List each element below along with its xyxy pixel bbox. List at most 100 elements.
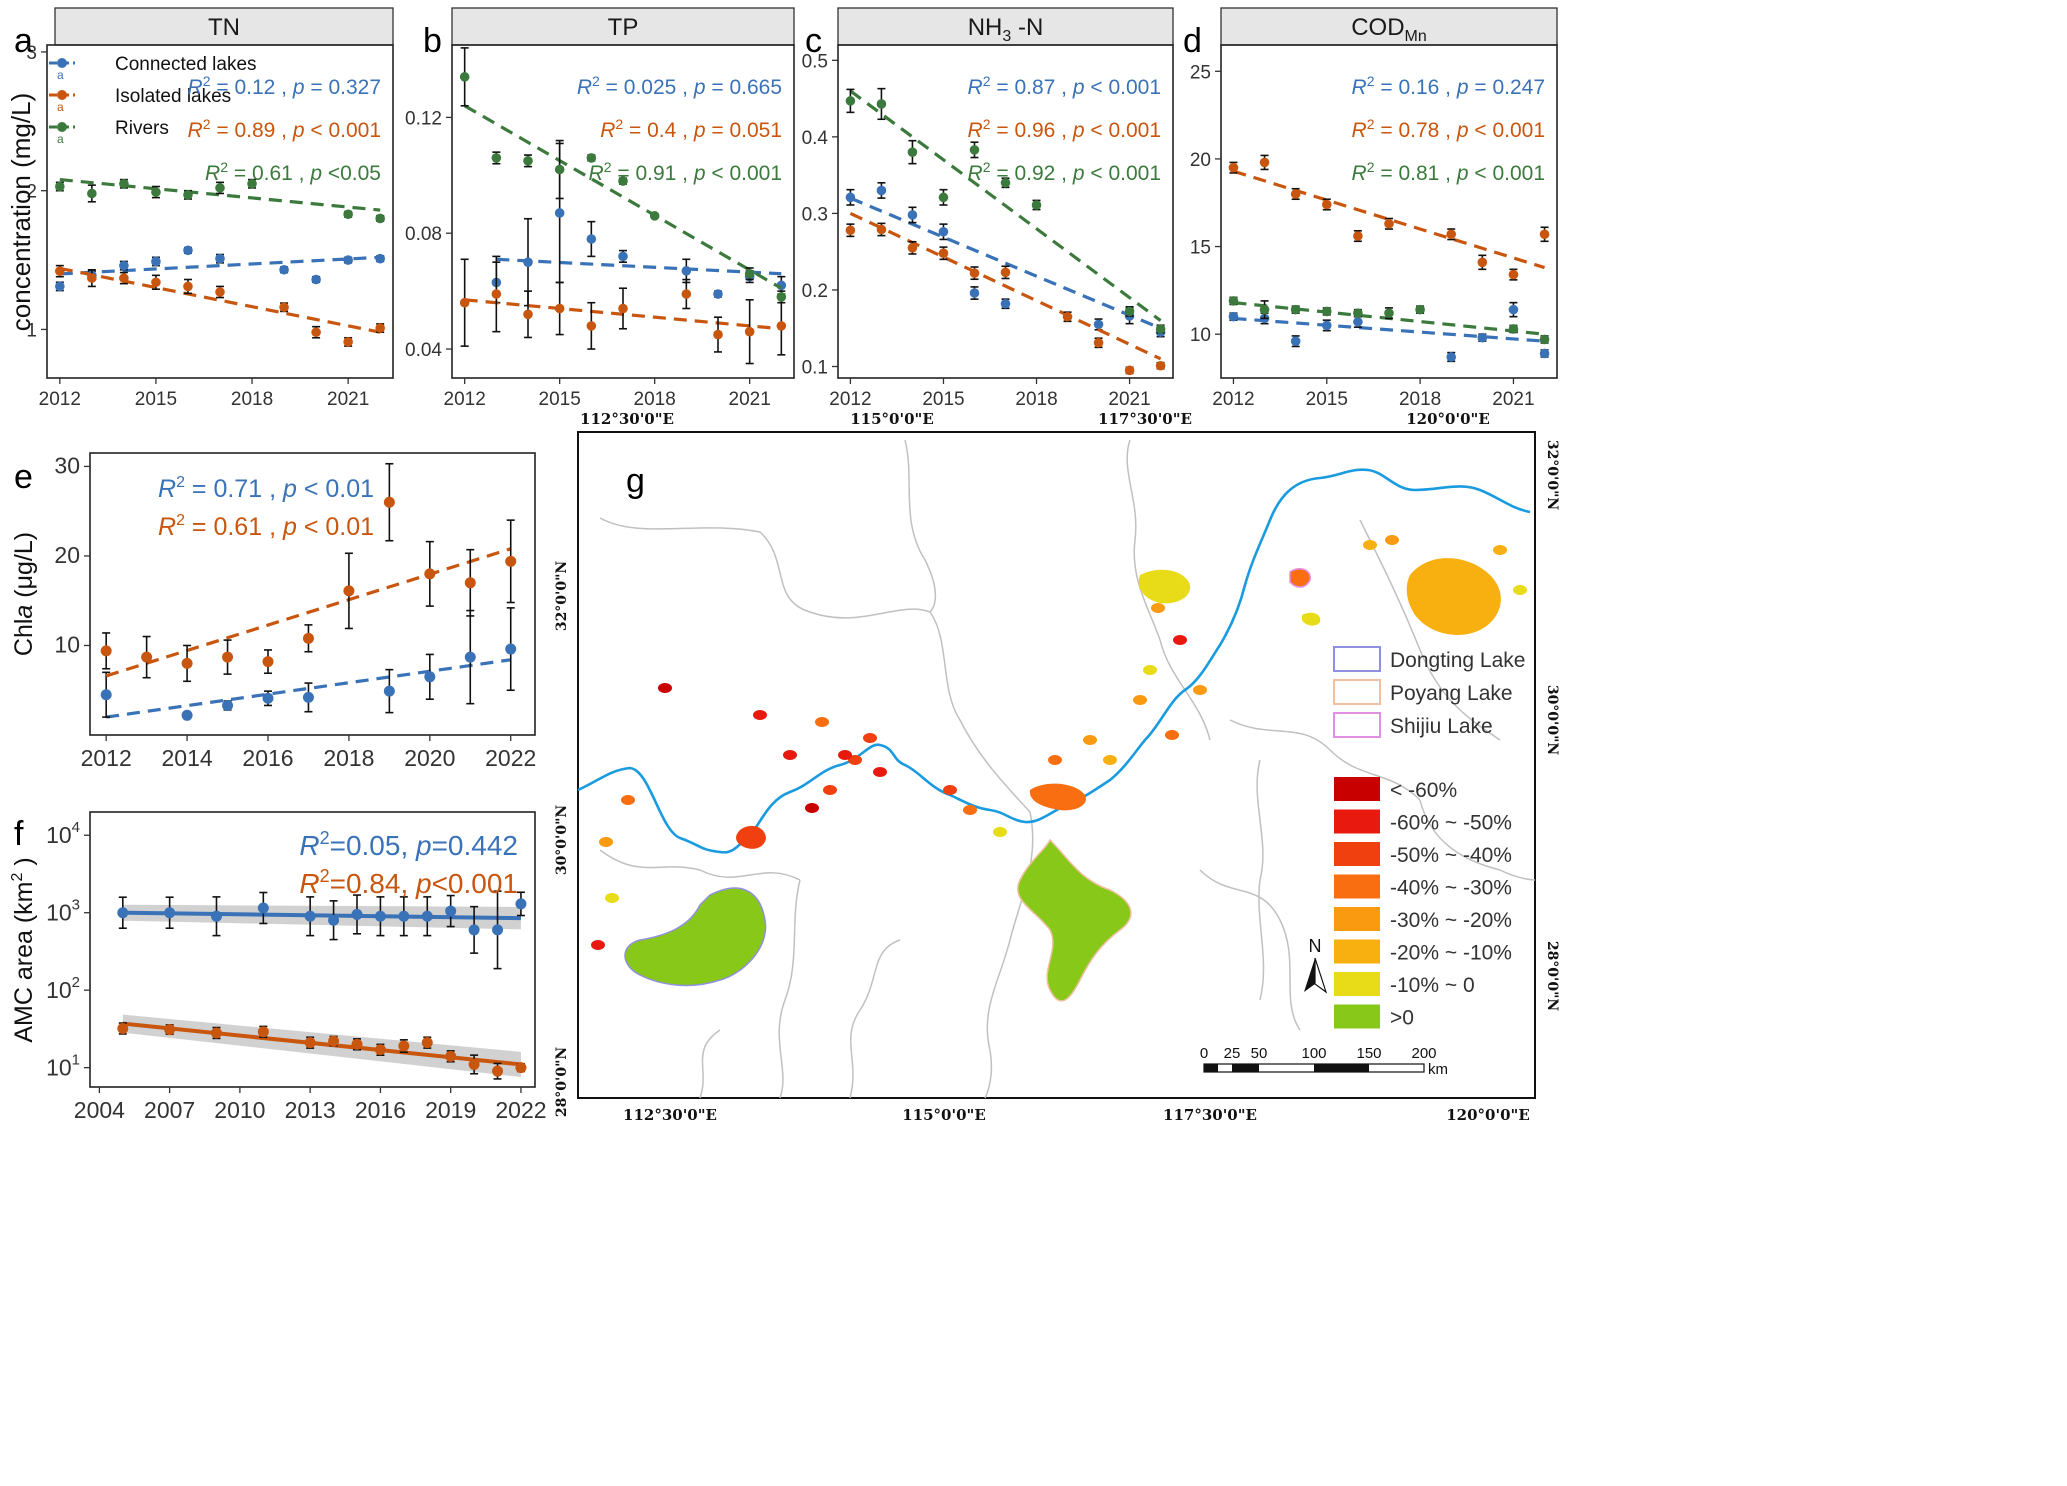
data-point — [554, 164, 565, 175]
scale-bar-label: 100 — [1301, 1045, 1326, 1062]
data-point — [523, 156, 533, 166]
lake-polygon — [624, 887, 767, 987]
regression-stats: R2 = 0.71 , p < 0.01 — [158, 474, 374, 503]
data-point — [618, 303, 628, 314]
y-axis-label: AMC area (km2 ) — [9, 857, 38, 1042]
data-point — [1259, 157, 1270, 168]
regression-stats: R2 = 0.61 , p < 0.01 — [158, 512, 374, 541]
lat-label-left: 30°0'0"N — [554, 805, 570, 876]
facet-strip-title: TN — [208, 14, 240, 41]
panel-f: f 2004 2007 2010 2013 2016 2019 2022 101 102 103 10… — [9, 811, 547, 1123]
y-tick-label: 0.2 — [802, 281, 828, 302]
y-tick-label: 20 — [54, 542, 80, 568]
data-point — [262, 656, 274, 668]
lake-polygon — [1289, 568, 1311, 588]
lake-polygon-small — [658, 683, 672, 693]
legend-class-key — [1334, 777, 1380, 801]
panel-letter: b — [423, 22, 442, 60]
lake-polygon-small — [1133, 695, 1147, 705]
data-point — [1508, 304, 1519, 315]
legend-class-label: -40% ~ -30% — [1390, 877, 1512, 900]
data-point — [279, 264, 289, 275]
plot-frame — [46, 44, 394, 379]
data-point — [459, 72, 470, 82]
lon-label-top: 112°30'0"E — [580, 410, 674, 428]
legend-key-glyph: a — [57, 132, 64, 146]
data-point — [969, 288, 980, 298]
x-tick-label: 2015 — [539, 389, 581, 410]
panel-letter: f — [14, 815, 24, 853]
data-point — [398, 1040, 410, 1052]
data-point — [1093, 319, 1104, 330]
data-point — [87, 188, 97, 199]
lake-polygon-small — [1493, 545, 1507, 555]
data-point — [1446, 352, 1457, 362]
data-point — [845, 225, 856, 236]
series-layer — [845, 87, 1166, 376]
panel-c: c NH3 -N 2012 2015 2018 2021 0.1 0.2 0.3 0.4 0.5 R2… — [802, 7, 1174, 410]
regression-stats: R2 = 0.91 , p < 0.001 — [589, 159, 782, 185]
data-point — [491, 289, 502, 299]
data-point — [1155, 324, 1166, 334]
x-tick-label: 2018 — [323, 745, 374, 771]
lake-polygon-small — [783, 750, 797, 760]
data-point — [554, 303, 565, 314]
x-tick-label: 2012 — [81, 745, 132, 771]
lake-polygon-small — [848, 755, 862, 765]
data-point — [1321, 199, 1332, 210]
panel-letter: g — [626, 462, 645, 500]
x-tick-label: 2010 — [214, 1097, 265, 1123]
legend-key-point — [57, 58, 67, 68]
y-tick-label: 0.1 — [802, 358, 828, 379]
provincial-boundary — [778, 879, 801, 1099]
legend-key-glyph: a — [57, 68, 64, 82]
legend-lake-label: Poyang Lake — [1390, 682, 1513, 705]
data-point — [351, 908, 363, 920]
data-point — [744, 268, 755, 279]
data-point — [375, 213, 385, 224]
lake-polygon-small — [1165, 730, 1179, 740]
x-tick-label: 2015 — [922, 389, 964, 410]
y-tick-label: 10 — [1190, 325, 1211, 346]
data-point — [181, 657, 193, 669]
data-point — [681, 289, 692, 299]
data-point — [215, 253, 225, 264]
lake-polygon-small — [1048, 755, 1062, 765]
scale-bar-unit: km — [1428, 1061, 1448, 1078]
y-tick-label: 0.08 — [405, 224, 442, 245]
data-point — [343, 255, 353, 265]
provincial-boundary — [1199, 869, 1301, 1031]
data-point — [375, 253, 385, 264]
data-point — [375, 323, 385, 333]
data-point — [649, 211, 660, 221]
lake-polygon-small — [1143, 665, 1157, 675]
lake-polygon-small — [873, 767, 887, 777]
lon-label-top: 117°30'0"E — [1098, 410, 1192, 428]
series-layer — [100, 462, 517, 721]
data-point — [1477, 257, 1488, 268]
provincial-boundary — [1256, 759, 1265, 1001]
legend-class-key — [1334, 1004, 1380, 1029]
data-point — [183, 190, 193, 200]
data-point — [164, 1024, 176, 1036]
lake-polygon-small — [823, 785, 837, 795]
lake-polygon-small — [1103, 755, 1117, 765]
series-layer — [117, 890, 527, 1080]
x-tick-label: 2013 — [285, 1097, 336, 1123]
north-label: N — [1309, 936, 1322, 956]
regression-stats: R2 = 0.4 , p = 0.051 — [600, 116, 782, 142]
legend-key-point — [57, 90, 67, 100]
data-point — [351, 1038, 363, 1050]
data-point — [215, 287, 225, 297]
data-point — [1228, 162, 1239, 173]
plot-frame — [1220, 44, 1558, 379]
x-tick-label: 2019 — [425, 1097, 476, 1123]
data-point — [468, 1058, 480, 1070]
trend-line — [849, 196, 1162, 330]
data-point — [398, 910, 410, 922]
data-point — [164, 907, 176, 919]
data-point — [554, 208, 565, 218]
data-point — [279, 302, 289, 313]
data-point — [1000, 177, 1011, 188]
